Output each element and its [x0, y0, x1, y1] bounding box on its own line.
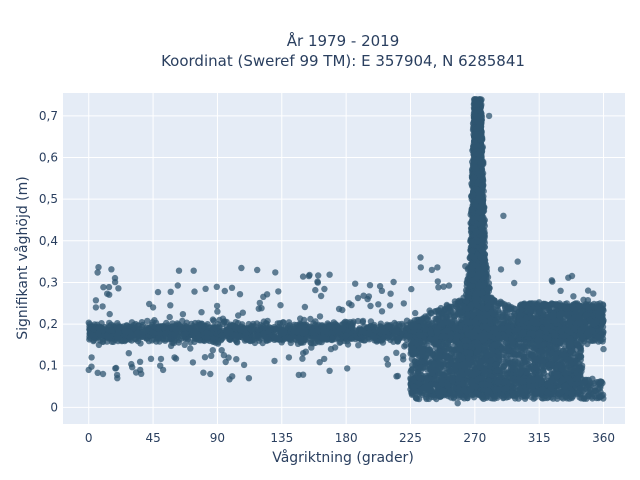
- data-point: [155, 325, 162, 332]
- data-point: [180, 325, 187, 332]
- data-point: [333, 321, 340, 329]
- data-point: [204, 334, 211, 341]
- data-point: [401, 343, 408, 350]
- data-point: [312, 318, 319, 325]
- data-point: [399, 322, 407, 329]
- data-point: [474, 237, 481, 245]
- data-point: [469, 191, 476, 198]
- data-point: [342, 332, 350, 339]
- data-point: [335, 328, 342, 335]
- data-point: [477, 215, 484, 222]
- data-points: [85, 96, 607, 407]
- data-point: [478, 182, 486, 189]
- data-point: [233, 338, 240, 345]
- data-point: [137, 340, 144, 347]
- data-point: [319, 335, 327, 342]
- data-point: [290, 327, 298, 335]
- data-point: [210, 323, 217, 330]
- data-point: [481, 262, 488, 270]
- data-point: [483, 274, 490, 281]
- data-point: [479, 256, 486, 263]
- data-point: [87, 331, 95, 338]
- data-point: [365, 329, 373, 337]
- data-point: [370, 323, 378, 330]
- data-point: [468, 252, 475, 260]
- data-point: [237, 326, 244, 333]
- data-point: [475, 209, 482, 216]
- data-point: [381, 328, 388, 335]
- chart-title-line1: År 1979 - 2019: [287, 31, 400, 50]
- data-point: [279, 319, 287, 326]
- data-point: [468, 206, 475, 213]
- data-point: [366, 336, 373, 343]
- data-point: [224, 329, 231, 336]
- data-point: [121, 337, 128, 345]
- data-point: [271, 334, 278, 341]
- data-point: [135, 322, 142, 329]
- data-point: [279, 326, 286, 333]
- data-point: [181, 341, 188, 348]
- data-point: [247, 326, 254, 333]
- data-point: [388, 334, 396, 341]
- chart-title-line2: Koordinat (Sweref 99 TM): E 357904, N 62…: [161, 52, 525, 70]
- data-point: [250, 320, 257, 328]
- data-point: [470, 138, 478, 145]
- data-point: [196, 336, 203, 344]
- data-point: [239, 334, 246, 341]
- data-point: [149, 329, 156, 336]
- data-point: [595, 333, 602, 341]
- data-point: [473, 262, 480, 269]
- data-point: [192, 327, 199, 335]
- data-point: [340, 325, 347, 332]
- data-point: [191, 338, 198, 346]
- data-point: [264, 317, 271, 325]
- data-point: [286, 335, 293, 343]
- data-point: [108, 326, 115, 334]
- data-point: [475, 282, 482, 289]
